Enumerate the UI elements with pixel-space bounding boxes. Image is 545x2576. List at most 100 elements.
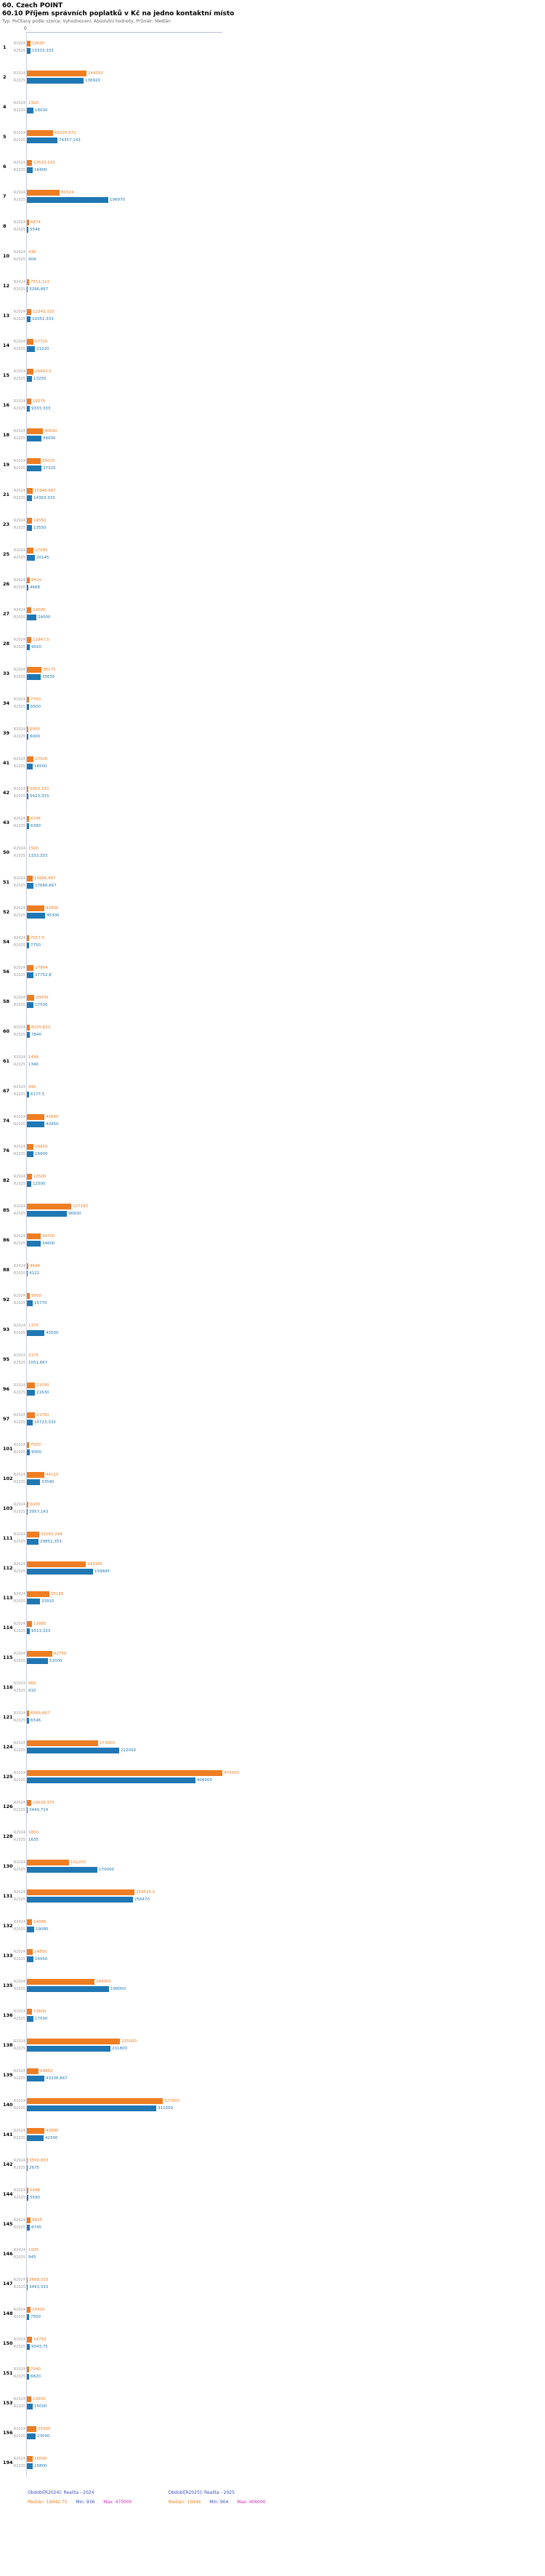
bar-r2025[interactable] <box>26 107 33 113</box>
bar-r2024[interactable] <box>26 1561 86 1567</box>
bar-r2024[interactable] <box>26 815 29 822</box>
bar-r2025[interactable] <box>26 1121 44 1127</box>
bar-r2025[interactable] <box>26 1926 34 1932</box>
bar-r2025[interactable] <box>26 1001 33 1008</box>
bar-r2025[interactable] <box>26 1747 119 1753</box>
bar-r2025[interactable] <box>26 1896 133 1903</box>
bar-r2025[interactable] <box>26 1777 195 1783</box>
bar-r2025[interactable] <box>26 2284 28 2290</box>
bar-r2025[interactable] <box>26 77 84 84</box>
bar-r2024[interactable] <box>26 2425 36 2432</box>
bar-r2025[interactable] <box>26 2313 29 2320</box>
bar-r2024[interactable] <box>26 2068 39 2074</box>
bar-r2024[interactable] <box>26 428 43 434</box>
bar-r2024[interactable] <box>26 1382 35 1388</box>
bar-r2024[interactable] <box>26 875 33 881</box>
bar-r2025[interactable] <box>26 1389 35 1396</box>
bar-r2024[interactable] <box>26 338 33 345</box>
bar-r2024[interactable] <box>26 1113 44 1120</box>
bar-r2024[interactable] <box>26 2396 31 2402</box>
bar-r2024[interactable] <box>26 368 33 375</box>
bar-r2025[interactable] <box>26 286 28 292</box>
bar-r2025[interactable] <box>26 435 41 441</box>
bar-r2024[interactable] <box>26 1441 29 1448</box>
bar-r2025[interactable] <box>26 2403 33 2409</box>
bar-r2024[interactable] <box>26 398 31 404</box>
bar-r2024[interactable] <box>26 2306 31 2313</box>
bar-r2024[interactable] <box>26 2366 29 2372</box>
bar-r2024[interactable] <box>26 1948 33 1955</box>
bar-r2025[interactable] <box>26 2075 44 2081</box>
bar-r2025[interactable] <box>26 912 45 919</box>
bar-r2025[interactable] <box>26 1568 93 1575</box>
bar-r2024[interactable] <box>26 935 29 941</box>
bar-r2025[interactable] <box>26 2433 36 2439</box>
bar-r2024[interactable] <box>26 308 31 315</box>
bar-r2025[interactable] <box>26 2463 33 2469</box>
bar-r2024[interactable] <box>26 905 44 911</box>
bar-r2025[interactable] <box>26 47 31 54</box>
bar-r2025[interactable] <box>26 1657 48 1664</box>
bar-r2024[interactable] <box>26 1620 32 1627</box>
bar-r2024[interactable] <box>26 1263 28 1269</box>
bar-r2024[interactable] <box>26 1471 44 1478</box>
bar-r2024[interactable] <box>26 1710 29 1716</box>
bar-r2024[interactable] <box>26 1203 71 1209</box>
bar-r2025[interactable] <box>26 524 32 531</box>
bar-r2024[interactable] <box>26 666 41 673</box>
bar-r2024[interactable] <box>26 1919 32 1925</box>
bar-r2024[interactable] <box>26 1859 69 1865</box>
bar-r2025[interactable] <box>26 2224 30 2231</box>
bar-r2024[interactable] <box>26 2217 31 2223</box>
bar-r2024[interactable] <box>26 40 31 47</box>
bar-r2025[interactable] <box>26 644 30 650</box>
bar-r2024[interactable] <box>26 219 29 225</box>
bar-r2025[interactable] <box>26 1598 40 1604</box>
bar-r2025[interactable] <box>26 1240 41 1247</box>
bar-r2025[interactable] <box>26 763 33 769</box>
bar-r2024[interactable] <box>26 517 32 524</box>
bar-r2024[interactable] <box>26 756 33 762</box>
bar-r2025[interactable] <box>26 1419 33 1425</box>
bar-r2025[interactable] <box>26 1866 97 1873</box>
bar-r2025[interactable] <box>26 584 28 591</box>
bar-r2025[interactable] <box>26 2194 28 2201</box>
bar-r2024[interactable] <box>26 547 33 553</box>
bar-r2024[interactable] <box>26 2336 32 2343</box>
bar-r2025[interactable] <box>26 375 32 382</box>
bar-r2024[interactable] <box>26 1173 32 1180</box>
bar-r2024[interactable] <box>26 2127 44 2134</box>
bar-r2025[interactable] <box>26 1180 31 1187</box>
bar-r2024[interactable] <box>26 696 29 703</box>
bar-r2025[interactable] <box>26 673 41 680</box>
bar-r2025[interactable] <box>26 882 33 889</box>
bar-r2025[interactable] <box>26 2164 28 2171</box>
bar-r2025[interactable] <box>26 942 29 948</box>
bar-r2025[interactable] <box>26 137 57 143</box>
bar-r2024[interactable] <box>26 1740 98 1746</box>
bar-r2025[interactable] <box>26 703 29 710</box>
bar-r2024[interactable] <box>26 2276 28 2283</box>
bar-r2025[interactable] <box>26 1985 109 1992</box>
bar-r2024[interactable] <box>26 457 41 464</box>
bar-r2025[interactable] <box>26 316 31 322</box>
bar-r2025[interactable] <box>26 1956 33 1962</box>
bar-r2024[interactable] <box>26 2097 163 2104</box>
bar-r2024[interactable] <box>26 726 28 732</box>
bar-r2024[interactable] <box>26 2038 120 2044</box>
bar-r2025[interactable] <box>26 1210 67 1217</box>
bar-r2025[interactable] <box>26 2045 110 2052</box>
bar-r2025[interactable] <box>26 167 33 173</box>
bar-r2025[interactable] <box>26 226 28 233</box>
bar-r2025[interactable] <box>26 823 29 829</box>
bar-r2024[interactable] <box>26 2008 32 2015</box>
bar-r2025[interactable] <box>26 1479 40 1485</box>
bar-r2024[interactable] <box>26 1292 30 1299</box>
bar-r2024[interactable] <box>26 189 60 196</box>
bar-r2024[interactable] <box>26 1412 35 1418</box>
bar-r2024[interactable] <box>26 1591 49 1597</box>
bar-r2025[interactable] <box>26 733 28 740</box>
bar-r2025[interactable] <box>26 2135 44 2141</box>
bar-r2024[interactable] <box>26 159 32 166</box>
bar-r2024[interactable] <box>26 577 30 583</box>
